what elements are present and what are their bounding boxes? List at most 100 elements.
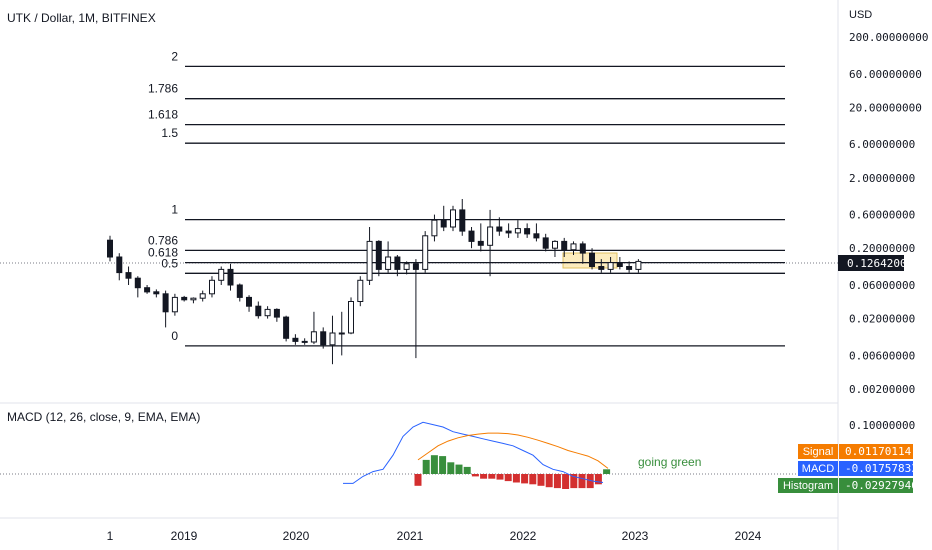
candle [181, 295, 188, 302]
candle [431, 214, 438, 242]
candle [218, 266, 225, 285]
histogram-bar [594, 474, 602, 485]
macd-badge-value: 0.01170114 [845, 445, 912, 458]
candle-body [329, 332, 336, 346]
candle-body [542, 237, 549, 249]
candle [626, 261, 633, 273]
candle [570, 241, 577, 255]
price-tick-label: 0.20000000 [849, 242, 915, 255]
histogram-bar [439, 456, 447, 474]
candle [162, 290, 169, 328]
price-tick-label: 200.00000000 [849, 31, 928, 44]
candle-body [107, 239, 113, 258]
candle-body [181, 296, 188, 301]
histogram-bar [512, 474, 520, 483]
candle-body [357, 279, 364, 302]
time-tick-label: 1 [107, 529, 114, 543]
histogram-bar [496, 474, 504, 480]
candle-body [375, 240, 382, 270]
histogram-bar [447, 462, 455, 475]
candle-body [412, 263, 419, 270]
fib-level-label: 1.5 [161, 126, 178, 140]
candle [505, 223, 512, 238]
price-tick-label: 60.00000000 [849, 68, 922, 81]
candle [477, 223, 484, 252]
histogram-bar [463, 466, 471, 474]
macd-badge-name-bg [778, 478, 838, 493]
candle [283, 315, 290, 342]
signal-line [417, 432, 609, 469]
fib-level-label: 1.786 [148, 82, 178, 96]
candle [524, 223, 531, 238]
candle-body [431, 219, 438, 237]
price-tick-label: 0.60000000 [849, 209, 915, 222]
candle-body [171, 296, 178, 313]
candle-body [570, 243, 577, 251]
fib-level-label: 1.618 [148, 108, 178, 122]
time-tick-label: 2020 [283, 529, 310, 543]
candle [209, 276, 215, 298]
candle-body [199, 293, 206, 299]
candle-body [236, 284, 243, 298]
candle [552, 240, 558, 257]
candle [338, 311, 345, 356]
candle [301, 338, 308, 345]
macd-legend-badges: Signal 0.01170114 MACD -0.01757833 Histogram… [778, 444, 918, 493]
price-tick-label: 0.00600000 [849, 349, 915, 362]
candle-body [598, 266, 605, 270]
candle-body [134, 277, 141, 289]
macd-badge-name-bg [798, 461, 838, 476]
time-tick-label: 2024 [735, 529, 762, 543]
time-tick-label: 2021 [397, 529, 424, 543]
candle [246, 295, 252, 312]
candle [264, 306, 271, 319]
candle [320, 327, 327, 349]
histogram-bar [480, 474, 488, 479]
candle-body [440, 219, 447, 228]
candle [412, 259, 419, 359]
candle-body [468, 230, 475, 242]
candle-body [227, 268, 234, 286]
candle [579, 241, 586, 264]
histogram-bar [537, 474, 545, 486]
fib-level-label: 2 [171, 49, 178, 63]
candle-body [162, 293, 169, 313]
candle [199, 290, 206, 302]
chart-title: UTK / Dollar, 1M, BITFINEX [7, 11, 156, 25]
candle [403, 261, 410, 275]
candle-body [255, 305, 262, 317]
macd-histogram [414, 455, 611, 489]
macd-badge-name-bg [798, 444, 838, 459]
candle [589, 248, 595, 270]
candle [394, 255, 401, 277]
histogram-bar [430, 455, 438, 474]
candle [385, 241, 392, 273]
macd-badge-name: Histogram [783, 480, 833, 492]
macd-label: MACD (12, 26, close, 9, EMA, EMA) [7, 410, 200, 424]
candle-body [125, 272, 132, 279]
candle-body [320, 331, 327, 346]
candle-body [450, 209, 456, 228]
candle-body [505, 230, 512, 234]
macd-badge-name: Signal [803, 446, 834, 458]
candle-body [487, 226, 494, 246]
candle-body [348, 301, 354, 334]
candle-body [366, 240, 373, 281]
candle [190, 297, 197, 304]
candle [459, 199, 466, 236]
histogram-bar [414, 474, 422, 486]
candle [450, 205, 456, 232]
fib-level-label: 1 [171, 203, 178, 217]
candle-body [616, 262, 623, 268]
candle-body [310, 331, 317, 343]
candle [329, 315, 336, 365]
candle [273, 308, 280, 322]
candle-body [459, 209, 466, 232]
candle-body [264, 308, 271, 317]
candle-body [561, 240, 568, 251]
candle [468, 227, 475, 249]
candle-body [607, 262, 614, 270]
fib-level-label: 0.786 [148, 233, 178, 247]
